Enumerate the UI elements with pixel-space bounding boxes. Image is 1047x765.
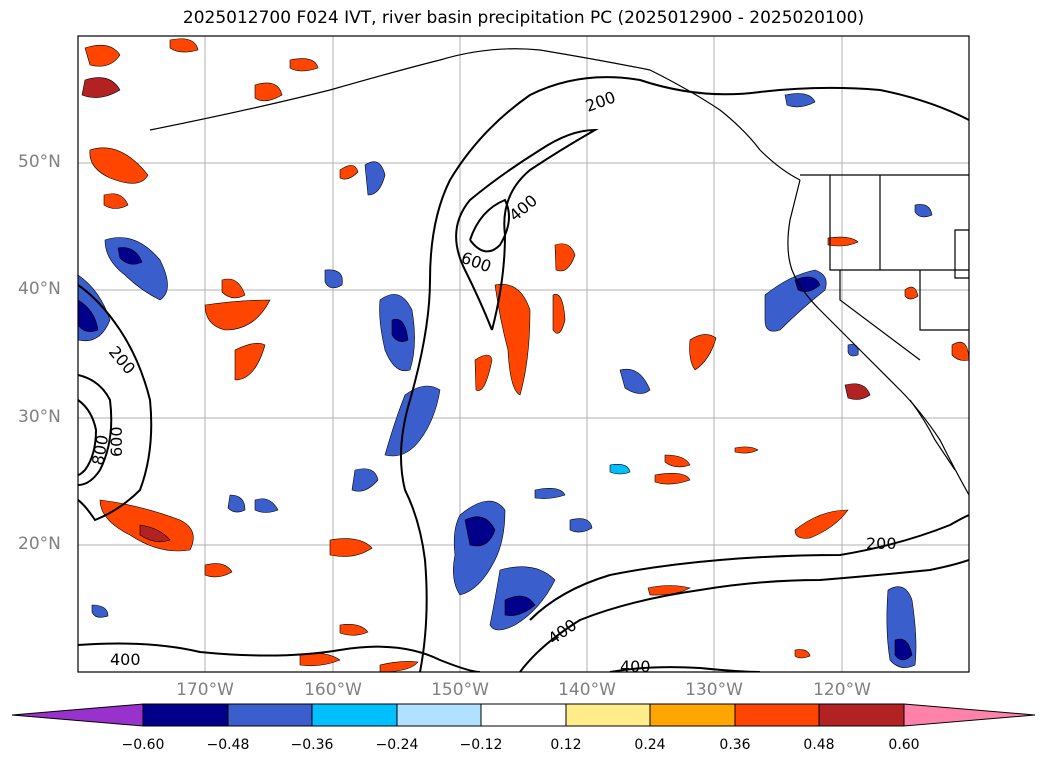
colorbar-tick-label: 0.24 (634, 737, 666, 753)
colorbar-tick-label: −0.60 (121, 737, 165, 753)
precip-negative-blobs (78, 93, 933, 668)
colorbar-tick-label: 0.60 (888, 737, 920, 753)
lon-label: 160°W (304, 680, 362, 700)
colorbar-extend-high (903, 703, 1036, 727)
precip-positive-blobs (81, 38, 969, 672)
colorbar-tick-label: −0.24 (375, 737, 419, 753)
contour-label: 400 (544, 615, 580, 648)
lon-label: 140°W (558, 680, 616, 700)
contour-label: 400 (110, 650, 141, 669)
contour-label: 200 (866, 534, 897, 553)
colorbar-tick-label: −0.12 (459, 737, 503, 753)
contour-label: 800 (88, 433, 112, 466)
lon-label: 150°W (431, 680, 489, 700)
colorbar-tick-label: 0.48 (803, 737, 835, 753)
lat-label: 50°N (18, 152, 61, 172)
colorbar-tick-label: −0.36 (290, 737, 334, 753)
contour-label: 400 (620, 657, 651, 676)
colorbar-extend-low (11, 703, 144, 727)
map-title: 2025012700 F024 IVT, river basin precipi… (182, 8, 865, 28)
map-frame (77, 35, 970, 673)
map-area: 200 400 600 200 600 800 200 400 400 400 (78, 36, 969, 676)
lat-label: 30°N (18, 407, 61, 427)
contour-label-layer: 200 400 600 200 600 800 200 400 400 400 (88, 87, 897, 676)
contour-label: 200 (583, 87, 618, 115)
lon-label: 120°W (813, 680, 871, 700)
contour-label: 200 (105, 342, 139, 378)
coastlines (149, 48, 969, 496)
lat-label: 40°N (18, 279, 61, 299)
contour-label: 600 (107, 426, 126, 457)
lon-label: 170°W (176, 680, 234, 700)
colorbar-tick-label: −0.48 (206, 737, 250, 753)
colorbar-tick-label: 0.36 (719, 737, 751, 753)
lon-label: 130°W (685, 680, 743, 700)
colorbar-tick-label: 0.12 (550, 737, 582, 753)
lat-label: 20°N (18, 534, 61, 554)
colorbar (11, 703, 1036, 727)
